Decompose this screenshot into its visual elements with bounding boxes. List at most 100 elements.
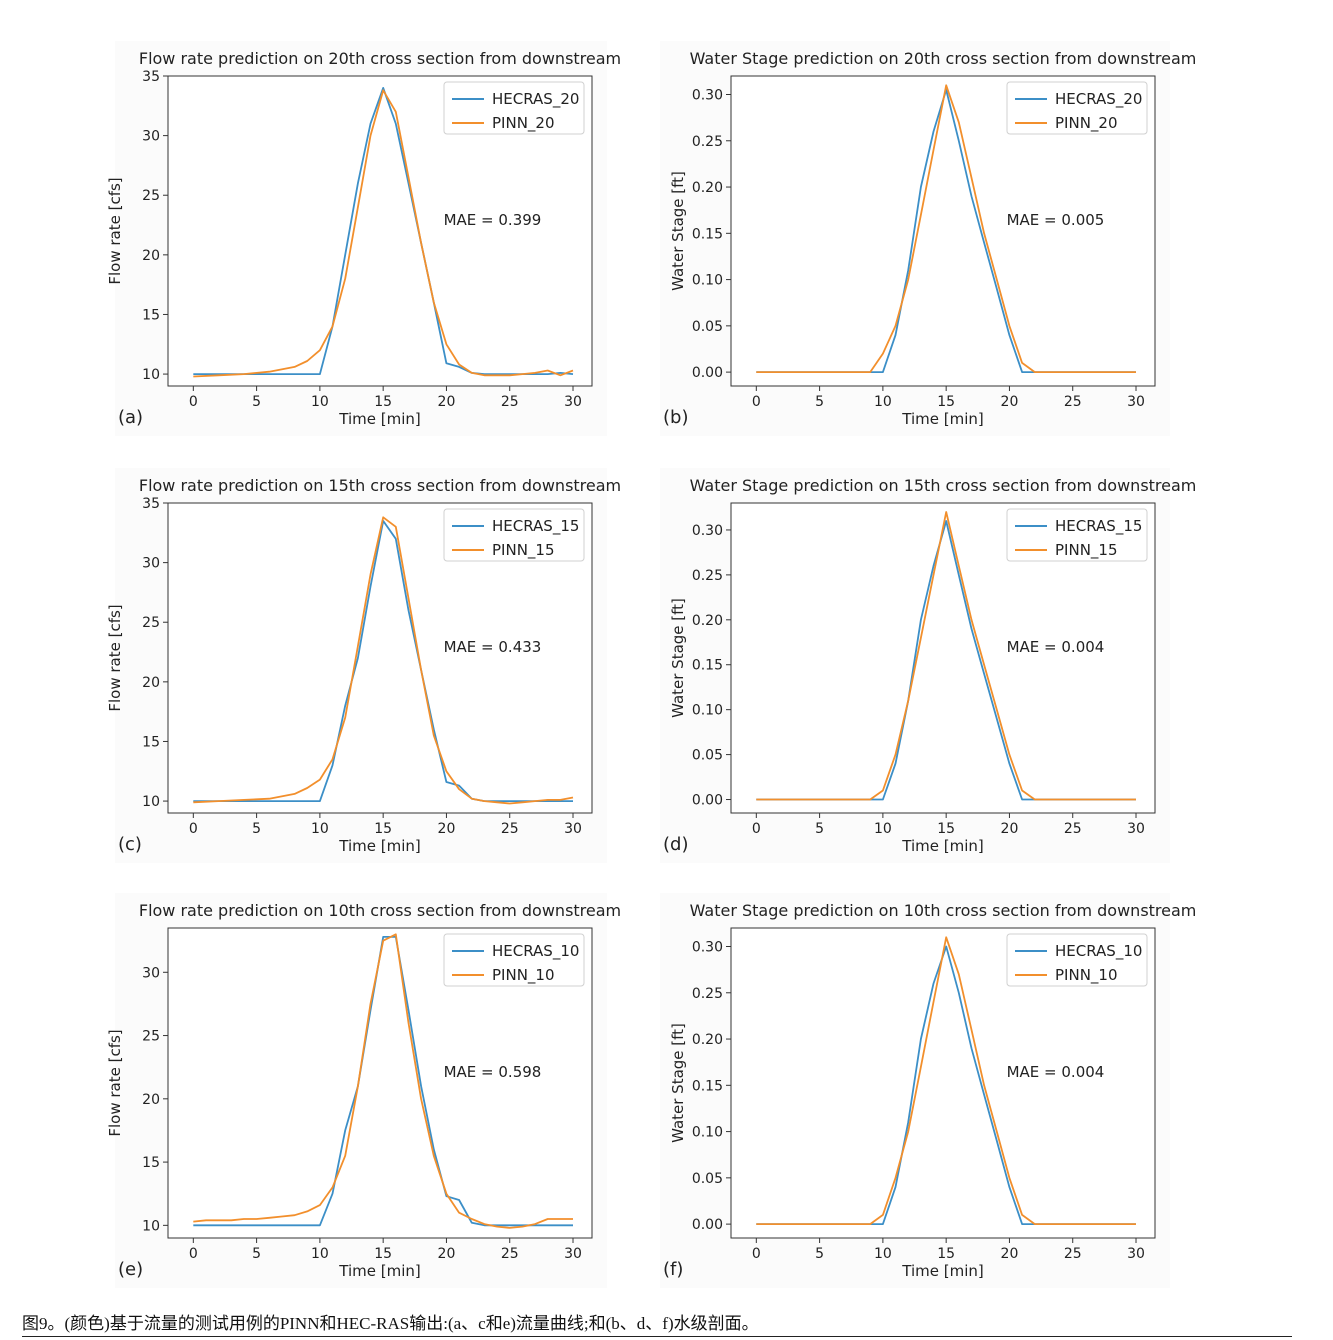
legend-label: PINN_10	[1055, 966, 1118, 985]
y-tick-label: 0.05	[692, 319, 723, 335]
x-tick-label: 15	[374, 1246, 392, 1262]
panel-label: (c)	[118, 834, 142, 855]
x-tick-label: 5	[252, 394, 261, 410]
x-tick-label: 0	[189, 1246, 198, 1262]
x-tick-label: 25	[501, 394, 519, 410]
legend: HECRAS_20 PINN_20	[1006, 81, 1148, 135]
legend-label: HECRAS_15	[1055, 517, 1142, 536]
legend-label: HECRAS_20	[492, 90, 579, 109]
y-tick-label: 0.00	[692, 365, 723, 381]
legend-label: HECRAS_20	[1055, 90, 1142, 109]
legend: HECRAS_15 PINN_15	[1006, 508, 1148, 562]
panel-label: (b)	[663, 407, 688, 428]
x-tick-label: 25	[1064, 394, 1082, 410]
y-tick-label: 25	[142, 188, 160, 204]
y-axis-label: Flow rate [cfs]	[106, 1029, 124, 1136]
x-tick-label: 10	[311, 1246, 329, 1262]
y-tick-label: 0.00	[692, 1217, 723, 1233]
y-tick-label: 25	[142, 1029, 160, 1045]
x-axis-label: Time [min]	[901, 837, 983, 855]
y-tick-label: 0.05	[692, 748, 723, 764]
y-tick-label: 0.25	[692, 134, 723, 150]
panel-label: (a)	[118, 407, 143, 428]
legend-box	[443, 81, 585, 135]
x-tick-label: 25	[1064, 821, 1082, 837]
chart-title: Flow rate prediction on 15th cross secti…	[139, 476, 621, 495]
y-tick-label: 0.10	[692, 703, 723, 719]
y-tick-label: 35	[142, 496, 160, 512]
x-axis-label: Time [min]	[338, 837, 420, 855]
legend-box	[443, 933, 585, 987]
series-line-pinn-15	[193, 516, 574, 805]
x-axis-label: Time [min]	[338, 410, 420, 428]
mae-annotation: MAE = 0.004	[1007, 1063, 1105, 1081]
y-tick-label: 0.10	[692, 1125, 723, 1141]
x-tick-label: 10	[874, 821, 892, 837]
legend-box	[1006, 81, 1148, 135]
chart-panel-e: Flow rate prediction on 10th cross secti…	[106, 893, 621, 1288]
x-tick-label: 20	[438, 821, 456, 837]
legend: HECRAS_15 PINN_15	[443, 508, 585, 562]
chart-panel-c: Flow rate prediction on 15th cross secti…	[106, 468, 621, 863]
x-tick-label: 15	[374, 394, 392, 410]
chart-panel-a: Flow rate prediction on 20th cross secti…	[106, 41, 621, 436]
x-axis-label: Time [min]	[901, 410, 983, 428]
mae-annotation: MAE = 0.005	[1007, 211, 1105, 229]
legend: HECRAS_20 PINN_20	[443, 81, 585, 135]
x-tick-label: 20	[438, 1246, 456, 1262]
mae-annotation: MAE = 0.004	[1007, 638, 1105, 656]
series-line-hecras-15	[756, 520, 1136, 801]
legend-box	[443, 508, 585, 562]
y-tick-label: 0.10	[692, 273, 723, 289]
legend-label: HECRAS_10	[1055, 942, 1142, 961]
y-tick-label: 10	[142, 1218, 160, 1234]
chart-title: Water Stage prediction on 15th cross sec…	[690, 476, 1197, 495]
y-axis-label: Flow rate [cfs]	[106, 604, 124, 711]
series-line-pinn-15	[756, 511, 1136, 801]
mae-annotation: MAE = 0.399	[444, 211, 542, 229]
y-tick-label: 15	[142, 307, 160, 323]
x-tick-label: 10	[311, 821, 329, 837]
x-tick-label: 25	[501, 1246, 519, 1262]
mae-annotation: MAE = 0.598	[444, 1063, 542, 1081]
series-line-pinn-10	[193, 933, 573, 1229]
y-tick-label: 0.30	[692, 523, 723, 539]
x-tick-label: 0	[752, 821, 761, 837]
y-tick-label: 0.30	[692, 940, 723, 956]
legend: HECRAS_10 PINN_10	[443, 933, 585, 987]
legend-label: HECRAS_10	[492, 942, 579, 961]
x-tick-label: 30	[564, 821, 582, 837]
y-tick-label: 20	[142, 675, 160, 691]
x-axis-label: Time [min]	[338, 1262, 420, 1280]
panel-label: (f)	[663, 1259, 683, 1280]
x-tick-label: 20	[1001, 394, 1019, 410]
x-tick-label: 20	[1001, 1246, 1019, 1262]
x-tick-label: 0	[752, 394, 761, 410]
legend-label: PINN_15	[492, 541, 555, 560]
series-line-pinn-10	[756, 936, 1136, 1225]
mae-annotation: MAE = 0.433	[444, 638, 542, 656]
x-tick-label: 0	[189, 394, 198, 410]
x-tick-label: 0	[189, 821, 198, 837]
chart-title: Water Stage prediction on 10th cross sec…	[690, 901, 1197, 920]
x-tick-label: 5	[815, 394, 824, 410]
y-tick-label: 35	[142, 69, 160, 85]
legend-label: PINN_10	[492, 966, 555, 985]
panel-label: (e)	[118, 1259, 143, 1280]
y-tick-label: 30	[142, 965, 160, 981]
x-tick-label: 20	[1001, 821, 1019, 837]
x-tick-label: 15	[937, 394, 955, 410]
y-tick-label: 0.00	[692, 793, 723, 809]
y-tick-label: 10	[142, 794, 160, 810]
y-tick-label: 10	[142, 367, 160, 383]
y-tick-label: 0.15	[692, 658, 723, 674]
y-tick-label: 0.15	[692, 1078, 723, 1094]
y-tick-label: 0.20	[692, 613, 723, 629]
x-tick-label: 30	[1127, 1246, 1145, 1262]
x-tick-label: 5	[252, 821, 261, 837]
y-axis-label: Water Stage [ft]	[669, 598, 687, 718]
y-tick-label: 0.25	[692, 986, 723, 1002]
legend-label: HECRAS_15	[492, 517, 579, 536]
y-tick-label: 0.20	[692, 1032, 723, 1048]
